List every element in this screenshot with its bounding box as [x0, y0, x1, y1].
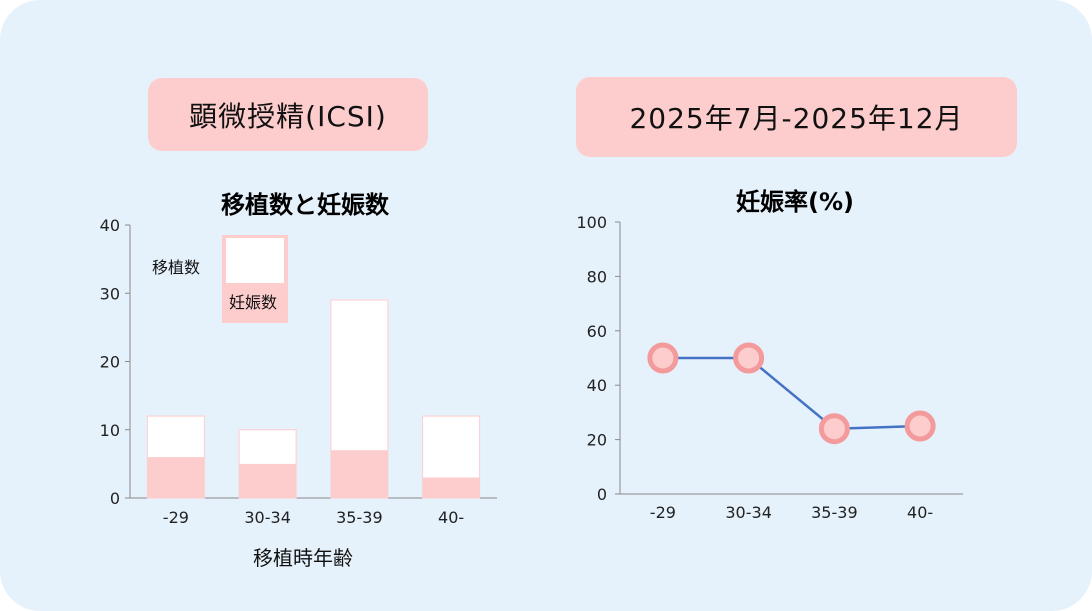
line-x-tick-label: 40-: [907, 503, 933, 522]
line-x-tick-label: -29: [650, 503, 676, 522]
bar-y-tick-label: 30: [100, 284, 120, 303]
legend-swatch-pregnancies: [222, 315, 288, 323]
bar-x-axis-title: 移植時年齢: [253, 546, 353, 570]
bar-pregnancies: [330, 450, 388, 498]
bar-x-tick-label: 40-: [438, 508, 464, 527]
line-y-tick-label: 40: [587, 376, 607, 395]
bar-y-tick-label: 0: [110, 489, 120, 508]
procedure-label: 顕微授精(ICSI): [148, 78, 428, 151]
bar-chart-title: 移植数と妊娠数: [221, 191, 390, 219]
line-y-tick-label: 20: [587, 431, 607, 450]
line-chart-title: 妊娠率(%): [736, 188, 854, 216]
line-y-tick-label: 0: [597, 485, 607, 504]
bar-y-tick-label: 40: [100, 216, 120, 235]
legend-label-transfers: 移植数: [152, 258, 200, 277]
line-x-tick-label: 35-39: [811, 503, 858, 522]
line-y-tick-label: 80: [587, 267, 607, 286]
line-point-marker: [904, 410, 936, 442]
bar-x-tick-label: 30-34: [244, 508, 291, 527]
bar-pregnancies: [422, 477, 480, 498]
line-x-tick-label: 30-34: [725, 503, 772, 522]
bar-pregnancies: [239, 463, 297, 498]
bar-x-tick-label: 35-39: [336, 508, 383, 527]
bar-y-tick-label: 10: [100, 421, 120, 440]
legend-label-pregnancies: 妊娠数: [229, 293, 277, 312]
bar-pregnancies: [147, 457, 205, 498]
bar-x-tick-label: -29: [163, 508, 189, 527]
legend-swatch-transfers: [226, 238, 284, 283]
period-label: 2025年7月-2025年12月: [576, 77, 1017, 157]
line-point-marker: [733, 342, 765, 374]
line-series: [662, 356, 921, 430]
bar-y-tick-label: 20: [100, 353, 120, 372]
line-y-tick-label: 100: [576, 213, 607, 232]
line-point-marker: [818, 413, 850, 445]
line-point-marker: [647, 342, 679, 374]
line-y-tick-label: 60: [587, 322, 607, 341]
